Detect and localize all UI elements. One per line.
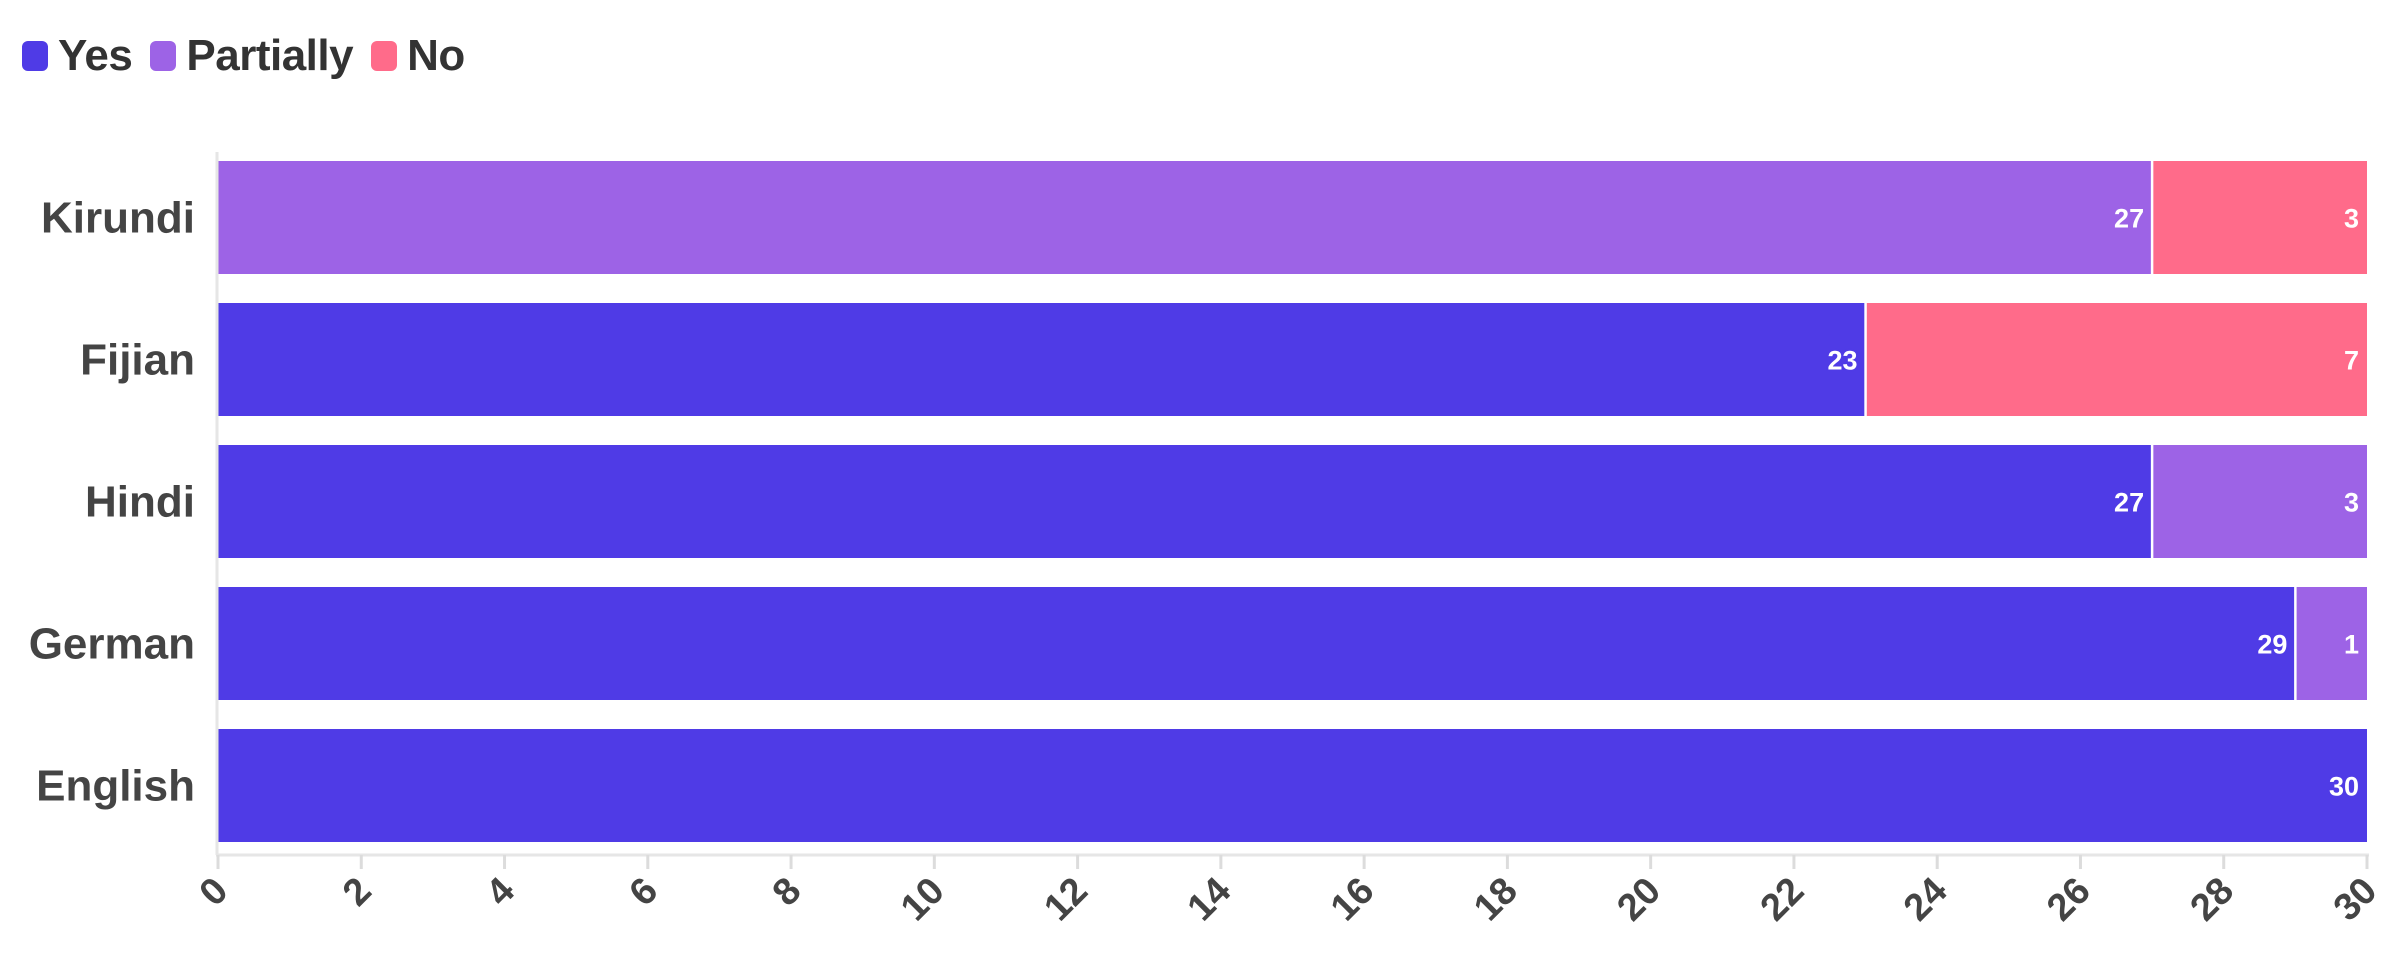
bar-german-yes[interactable]	[218, 587, 2296, 700]
x-tick-label-14: 14	[1180, 870, 1240, 930]
data-label-fijian-no: 7	[2344, 346, 2359, 376]
legend-swatch-partially	[150, 41, 177, 71]
data-label-kirundi-partially: 27	[2114, 204, 2144, 234]
x-tick-label-24: 24	[1896, 870, 1956, 930]
legend: Yes Partially No	[22, 28, 465, 84]
category-label-english: English	[36, 762, 195, 811]
x-tick-label-22: 22	[1753, 870, 1813, 930]
data-label-german-partially: 1	[2344, 630, 2359, 660]
legend-label-no: No	[407, 31, 465, 80]
bar-german-partially[interactable]	[2295, 587, 2367, 700]
x-tick-label-8: 8	[765, 870, 810, 915]
data-label-english-yes: 30	[2329, 772, 2359, 802]
bar-hindi-partially[interactable]	[2152, 445, 2367, 558]
category-label-fijian: Fijian	[80, 336, 195, 385]
bar-kirundi-partially[interactable]	[218, 161, 2153, 274]
bar-kirundi-no[interactable]	[2152, 161, 2367, 274]
data-label-hindi-yes: 27	[2114, 488, 2144, 518]
bars-layer: 27 3 23 7 27 3 29 1 30	[218, 161, 2367, 842]
x-tick-label-20: 20	[1609, 870, 1669, 930]
category-label-german: German	[29, 620, 195, 669]
data-label-german-yes: 29	[2257, 630, 2287, 660]
legend-item-yes[interactable]: Yes	[22, 31, 133, 81]
bar-english-yes[interactable]	[218, 729, 2367, 842]
bar-fijian-yes[interactable]	[218, 303, 1866, 416]
x-tick-label-28: 28	[2183, 870, 2243, 930]
x-tick-label-18: 18	[1466, 870, 1526, 930]
x-tick-label-6: 6	[622, 870, 667, 915]
category-label-hindi: Hindi	[85, 478, 195, 527]
x-tick-label-30: 30	[2326, 870, 2386, 930]
legend-item-no[interactable]: No	[371, 31, 465, 81]
data-label-fijian-yes: 23	[1828, 346, 1858, 376]
x-tick-label-0: 0	[192, 870, 237, 915]
legend-swatch-yes	[22, 41, 48, 71]
legend-item-partially[interactable]: Partially	[150, 31, 354, 81]
bar-fijian-no[interactable]	[1865, 303, 2367, 416]
x-tick-label-4: 4	[478, 870, 523, 915]
bar-hindi-yes[interactable]	[218, 445, 2153, 558]
x-tick-label-12: 12	[1036, 870, 1096, 930]
x-tick-label-2: 2	[335, 870, 380, 915]
legend-label-yes: Yes	[58, 31, 133, 80]
category-label-kirundi: Kirundi	[41, 194, 195, 243]
x-tick-label-16: 16	[1323, 870, 1383, 930]
legend-label-partially: Partially	[186, 31, 354, 80]
data-label-hindi-partially: 3	[2344, 488, 2359, 518]
legend-swatch-no	[371, 41, 398, 71]
data-label-kirundi-no: 3	[2344, 204, 2359, 234]
x-tick-label-10: 10	[893, 870, 953, 930]
x-tick-label-26: 26	[2039, 870, 2099, 930]
